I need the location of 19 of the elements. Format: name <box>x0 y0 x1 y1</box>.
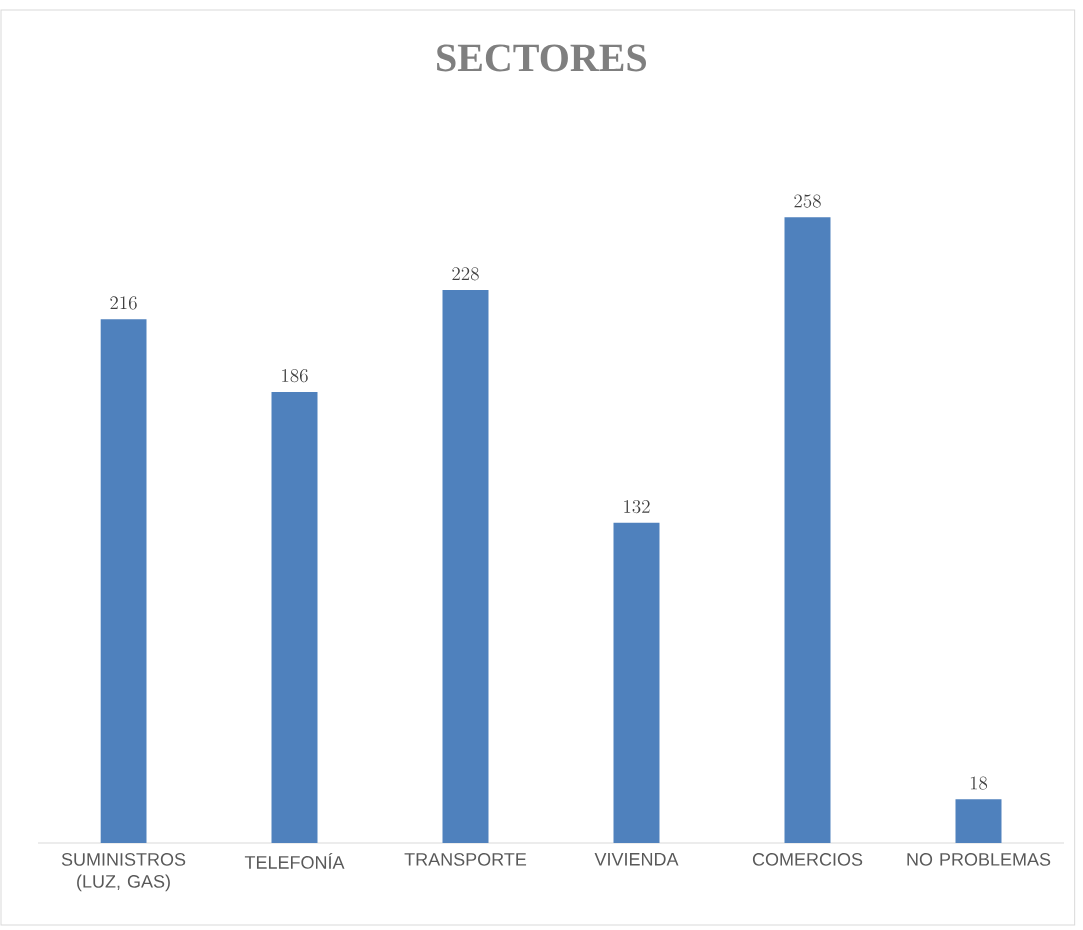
data-label: 132 <box>624 500 650 514</box>
data-label: 258 <box>794 194 821 208</box>
bar <box>271 391 318 843</box>
data-label: 186 <box>282 369 308 383</box>
data-label: 216 <box>110 296 137 310</box>
x-tick-label: VIVIENDA <box>594 853 679 866</box>
x-tick-label: COMERCIOS <box>752 853 863 866</box>
bar <box>442 290 489 843</box>
bar <box>613 522 660 843</box>
x-tick-label: TRANSPORTE <box>404 853 527 866</box>
data-label: 228 <box>452 267 479 281</box>
bar <box>100 319 147 843</box>
bar <box>955 799 1002 843</box>
chart-title: SECTORES <box>437 44 646 72</box>
x-tick-label: TELEFONÍA <box>244 853 345 869</box>
x-tick-label: NO PROBLEMAS <box>907 853 1051 866</box>
bar <box>784 217 831 843</box>
x-tick-label: SUMINISTROS (LUZ, GAS) <box>61 853 186 892</box>
data-label: 18 <box>970 776 988 790</box>
